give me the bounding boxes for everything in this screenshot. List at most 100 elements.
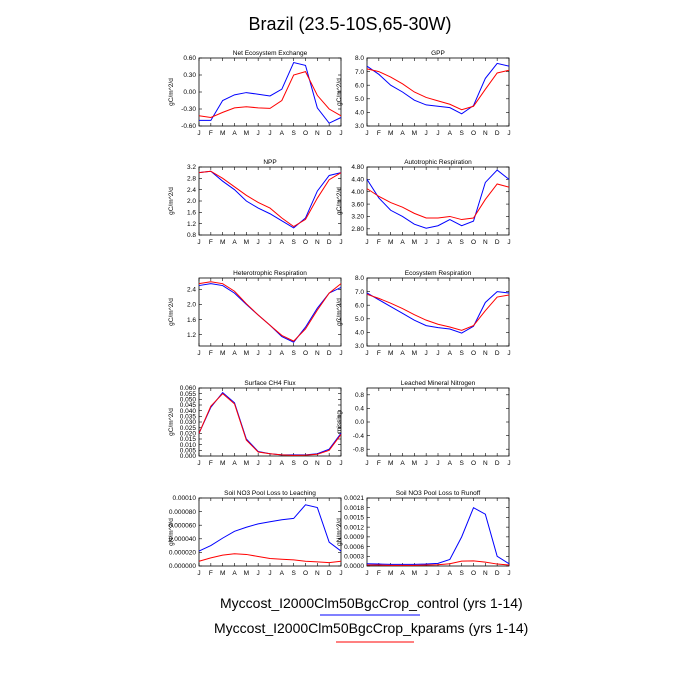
heterotrophic-respiration-xtick-label: J (339, 350, 342, 357)
net-ecosystem-exchange-ytick-label: -0.30 (181, 106, 196, 113)
leached-mineral-nitrogen-xtick-label: O (471, 460, 476, 467)
soil-no3-pool-loss-to-runoff-xtick-label: D (495, 570, 500, 577)
heterotrophic-respiration-xtick-label: D (327, 350, 332, 357)
surface-ch4-flux-xtick-label: M (220, 460, 225, 467)
soil-no3-pool-loss-to-leaching-xtick-label: O (303, 570, 308, 577)
autotrophic-respiration-xtick-label: A (400, 239, 405, 246)
gpp-ytick-label: 7.0 (355, 69, 364, 76)
soil-no3-pool-loss-to-runoff-ytick-label: 0.0003 (344, 553, 364, 560)
net-ecosystem-exchange-xtick-label: O (303, 130, 308, 137)
net-ecosystem-exchange-xtick-label: M (220, 130, 225, 137)
heterotrophic-respiration-xtick-label: A (232, 350, 237, 357)
autotrophic-respiration-xtick-label: N (483, 239, 488, 246)
panel-heterotrophic-respiration: Heterotrophic Respiration gC/m^2/d 1.2 1.6 2… (168, 270, 343, 357)
ecosystem-respiration-ytick-label: 4.0 (355, 330, 364, 337)
soil-no3-pool-loss-to-leaching-ytick-label: 0.000080 (169, 509, 196, 516)
soil-no3-pool-loss-to-leaching-title: Soil NO3 Pool Loss to Leaching (224, 490, 316, 497)
npp-series-control (198, 170, 342, 229)
surface-ch4-flux-xtick-label: S (291, 460, 296, 467)
npp-ytick-label: 0.8 (187, 232, 196, 239)
gpp-ytick-label: 3.0 (355, 123, 364, 130)
net-ecosystem-exchange-ylabel: gC/m^2/d (168, 78, 175, 106)
heterotrophic-respiration-xtick-label: A (280, 350, 285, 357)
leached-mineral-nitrogen-xtick-label: J (365, 460, 368, 467)
heterotrophic-respiration-xtick-label: J (257, 350, 260, 357)
gpp-xtick-label: J (365, 130, 368, 137)
surface-ch4-flux-xtick-label: O (303, 460, 308, 467)
figure-title: Brazil (23.5-10S,65-30W) (248, 14, 451, 34)
npp-xtick-label: O (303, 239, 308, 246)
gpp-xtick-label: A (448, 130, 453, 137)
surface-ch4-flux-series-control (198, 391, 342, 456)
surface-ch4-flux-xtick-label: A (232, 460, 237, 467)
npp-ytick-label: 3.2 (187, 164, 196, 171)
legend: Myccost_I2000Clm50BgcCrop_control (yrs 1… (214, 595, 528, 643)
gpp-xtick-label: D (495, 130, 500, 137)
surface-ch4-flux-ytick-label: 0.030 (180, 419, 197, 426)
leached-mineral-nitrogen-ytick-label: -0.8 (353, 446, 365, 453)
soil-no3-pool-loss-to-leaching-ytick-label: 0.000060 (169, 522, 196, 529)
surface-ch4-flux-ytick-label: 0.020 (180, 431, 197, 438)
surface-ch4-flux-ytick-label: 0.050 (180, 397, 197, 404)
gpp-ylabel: gC/m^2/d (336, 78, 343, 106)
net-ecosystem-exchange-xtick-label: F (209, 130, 213, 137)
heterotrophic-respiration-series-control (198, 283, 342, 343)
soil-no3-pool-loss-to-runoff-xtick-label: F (377, 570, 381, 577)
leached-mineral-nitrogen-xtick-label: S (459, 460, 464, 467)
soil-no3-pool-loss-to-runoff-xtick-label: N (483, 570, 488, 577)
net-ecosystem-exchange-ytick-label: 0.60 (183, 55, 196, 62)
soil-no3-pool-loss-to-leaching-xtick-label: J (268, 570, 271, 577)
autotrophic-respiration-ytick-label: 4.80 (351, 164, 364, 171)
autotrophic-respiration-ytick-label: 3.20 (351, 214, 364, 221)
net-ecosystem-exchange-xtick-label: M (244, 130, 249, 137)
surface-ch4-flux-xtick-label: J (197, 460, 200, 467)
soil-no3-pool-loss-to-runoff-xtick-label: S (459, 570, 464, 577)
surface-ch4-flux-xtick-label: N (315, 460, 320, 467)
ecosystem-respiration-xtick-label: O (471, 350, 476, 357)
heterotrophic-respiration-xtick-label: M (244, 350, 249, 357)
gpp-ytick-label: 4.0 (355, 110, 364, 117)
net-ecosystem-exchange-ytick-label: 0.30 (183, 72, 196, 79)
soil-no3-pool-loss-to-runoff-xtick-label: M (388, 570, 393, 577)
net-ecosystem-exchange-xtick-label: A (280, 130, 285, 137)
npp-ytick-label: 2.0 (187, 198, 196, 205)
gpp-plot-frame (366, 57, 510, 127)
surface-ch4-flux-ytick-label: 0.040 (180, 408, 197, 415)
autotrophic-respiration-series-control (366, 169, 510, 229)
ecosystem-respiration-xtick-label: F (377, 350, 381, 357)
soil-no3-pool-loss-to-runoff-ytick-label: 0.0009 (344, 534, 364, 541)
autotrophic-respiration-ytick-label: 4.40 (351, 177, 364, 184)
gpp-series-kparams (366, 68, 510, 111)
soil-no3-pool-loss-to-leaching-xtick-label: F (209, 570, 213, 577)
soil-no3-pool-loss-to-runoff-ytick-label: 0.0000 (344, 563, 364, 570)
leached-mineral-nitrogen-plot-frame (366, 387, 510, 457)
soil-no3-pool-loss-to-leaching-ytick-label: 0.000040 (169, 536, 196, 543)
soil-no3-pool-loss-to-leaching-ytick-label: 0.000020 (169, 550, 196, 557)
soil-no3-pool-loss-to-runoff-xtick-label: O (471, 570, 476, 577)
surface-ch4-flux-ytick-label: 0.045 (180, 402, 197, 409)
soil-no3-pool-loss-to-leaching-xtick-label: D (327, 570, 332, 577)
leached-mineral-nitrogen-title: Leached Mineral Nitrogen (401, 380, 476, 387)
net-ecosystem-exchange-plot-frame (198, 57, 342, 127)
soil-no3-pool-loss-to-leaching-xtick-label: J (257, 570, 260, 577)
autotrophic-respiration-xtick-label: F (377, 239, 381, 246)
ecosystem-respiration-xtick-label: A (448, 350, 453, 357)
surface-ch4-flux-title: Surface CH4 Flux (244, 380, 296, 387)
leached-mineral-nitrogen-ytick-label: 0.0 (355, 419, 364, 426)
soil-no3-pool-loss-to-runoff-xtick-label: J (425, 570, 428, 577)
autotrophic-respiration-ylabel: gC/m^2/d (336, 187, 343, 215)
ecosystem-respiration-xtick-label: J (425, 350, 428, 357)
npp-xtick-label: A (232, 239, 237, 246)
autotrophic-respiration-xtick-label: M (388, 239, 393, 246)
surface-ch4-flux-xtick-label: F (209, 460, 213, 467)
net-ecosystem-exchange-xtick-label: D (327, 130, 332, 137)
ecosystem-respiration-xtick-label: N (483, 350, 488, 357)
heterotrophic-respiration-ytick-label: 1.6 (187, 317, 196, 324)
npp-ytick-label: 2.4 (187, 187, 196, 194)
autotrophic-respiration-xtick-label: S (459, 239, 464, 246)
leached-mineral-nitrogen-xtick-label: A (448, 460, 453, 467)
heterotrophic-respiration-ytick-label: 2.4 (187, 287, 196, 294)
npp-ylabel: gC/m^2/d (168, 187, 175, 215)
surface-ch4-flux-series-kparams (198, 392, 342, 456)
